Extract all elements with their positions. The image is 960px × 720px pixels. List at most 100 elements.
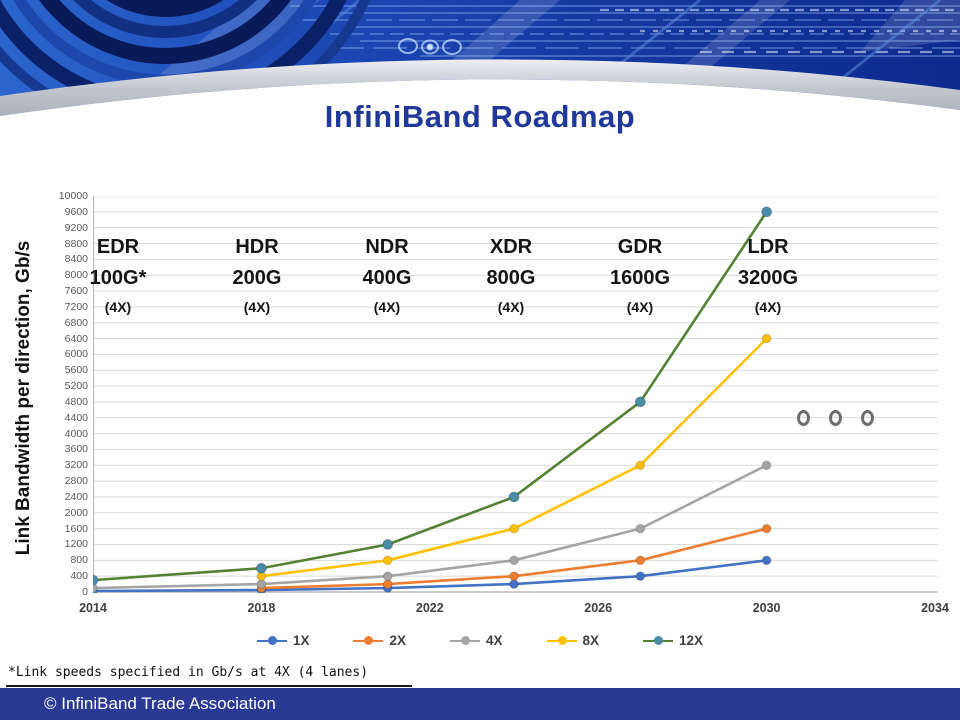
legend-marker-icon	[353, 636, 384, 645]
x-tick-label: 2026	[584, 601, 613, 615]
data-point-1X	[509, 579, 519, 589]
future-ring-icon	[797, 410, 810, 426]
milestone-lanes: (4X)	[373, 299, 401, 315]
y-tick-label: 1600	[64, 522, 88, 535]
legend-label: 8X	[582, 633, 600, 648]
x-tick-label: 2034	[921, 601, 949, 615]
y-tick-label: 3200	[64, 459, 88, 472]
future-ring-icon	[829, 410, 842, 426]
milestone-speed: 200G	[232, 267, 282, 289]
milestone-speed: 400G	[362, 267, 412, 289]
data-point-8X	[382, 555, 393, 566]
milestone-label-edr: EDR 100G* (4X)	[58, 232, 178, 320]
y-tick-label: 2000	[64, 506, 88, 519]
future-ring-icon	[861, 410, 874, 426]
y-tick-label: 2800	[64, 475, 88, 488]
data-point-12X	[382, 538, 394, 550]
data-point-12X	[255, 562, 267, 574]
y-tick-label: 8400	[64, 253, 88, 266]
data-point-12X	[508, 491, 520, 503]
legend-item-4X: 4X	[449, 633, 503, 648]
banner-graphic	[0, 0, 960, 132]
y-tick-label: 6800	[64, 316, 88, 329]
x-tick-label: 2022	[415, 601, 444, 615]
milestone-speed: 1600G	[609, 267, 671, 289]
legend-marker-icon	[546, 636, 577, 645]
copyright-text: © InfiniBand Trade Association	[44, 694, 276, 713]
legend-marker-icon	[643, 636, 674, 645]
milestone-label-hdr: HDR 200G (4X)	[197, 232, 317, 320]
data-point-8X	[761, 333, 772, 344]
legend-item-12X: 12X	[643, 633, 703, 648]
milestone-speed: 100G*	[89, 267, 147, 289]
footer-bar: © InfiniBand Trade Association	[0, 688, 960, 720]
series-line-4X	[92, 464, 768, 590]
milestone-name: GDR	[617, 236, 663, 258]
footnote: *Link speeds specified in Gb/s at 4X (4 …	[6, 663, 412, 687]
x-tick-label: 2030	[752, 601, 781, 615]
y-tick-label: 6400	[64, 332, 88, 345]
milestone-name: NDR	[365, 236, 409, 258]
y-tick-label: 6000	[64, 348, 88, 361]
legend-label: 1X	[292, 633, 310, 648]
data-point-4X	[509, 555, 519, 566]
milestone-lanes: (4X)	[497, 299, 525, 315]
y-axis-title: Link Bandwidth per direction, Gb/s	[13, 240, 34, 556]
y-tick-label: 4400	[64, 411, 88, 424]
milestone-name: LDR	[747, 236, 789, 258]
chart-legend: 1X 2X 4X 8X 12X	[0, 633, 960, 648]
legend-marker-icon	[449, 636, 480, 645]
series-line-8X	[261, 337, 768, 578]
legend-item-8X: 8X	[546, 633, 600, 648]
y-tick-label: 7200	[64, 300, 88, 313]
data-point-1X	[761, 555, 772, 566]
y-tick-label: 4000	[64, 427, 88, 440]
y-tick-label: 9200	[64, 221, 88, 234]
milestone-name: EDR	[96, 236, 140, 258]
data-point-4X	[382, 571, 393, 581]
milestone-lanes: (4X)	[104, 299, 132, 315]
y-tick-label: 10000	[58, 190, 88, 202]
milestone-label-ldr: LDR 3200G (4X)	[708, 232, 828, 320]
y-tick-label: 1200	[64, 538, 88, 551]
future-speeds-ellipsis-icon	[797, 410, 874, 426]
data-point-12X	[761, 206, 773, 218]
y-tick-label: 5200	[64, 380, 88, 393]
y-tick-label: 400	[70, 570, 88, 583]
legend-label: 4X	[485, 633, 503, 648]
milestone-label-gdr: GDR 1600G (4X)	[580, 232, 700, 320]
data-point-12X	[634, 396, 646, 408]
page-title: InfiniBand Roadmap	[324, 99, 636, 134]
milestone-speed: 3200G	[737, 267, 799, 289]
y-tick-label: 2400	[64, 490, 88, 503]
data-point-2X	[761, 523, 772, 534]
data-point-8X	[509, 523, 519, 534]
y-tick-label: 8800	[64, 237, 88, 250]
data-point-4X	[256, 579, 267, 589]
line-chart	[87, 195, 938, 596]
milestone-name: HDR	[235, 236, 279, 258]
series-line-1X	[92, 559, 767, 593]
y-tick-label: 8000	[64, 269, 88, 282]
data-point-8X	[635, 460, 646, 471]
y-tick-label: 0	[82, 586, 88, 598]
y-tick-label: 9600	[64, 205, 88, 218]
data-point-4X	[761, 460, 772, 471]
legend-item-1X: 1X	[256, 633, 310, 648]
data-point-1X	[635, 571, 646, 581]
legend-label: 12X	[679, 633, 704, 648]
legend-marker-icon	[256, 636, 287, 645]
data-point-2X	[382, 579, 393, 589]
milestone-name: XDR	[489, 236, 533, 258]
y-tick-label: 5600	[64, 364, 88, 377]
legend-label: 2X	[389, 633, 406, 648]
x-tick-label: 2014	[79, 601, 107, 615]
milestone-lanes: (4X)	[754, 299, 782, 315]
milestone-lanes: (4X)	[626, 299, 654, 315]
data-point-2X	[509, 571, 519, 581]
milestone-speed: 800G	[486, 267, 536, 289]
data-point-4X	[635, 523, 646, 534]
y-tick-label: 7600	[64, 285, 88, 298]
milestone-lanes: (4X)	[243, 299, 271, 315]
